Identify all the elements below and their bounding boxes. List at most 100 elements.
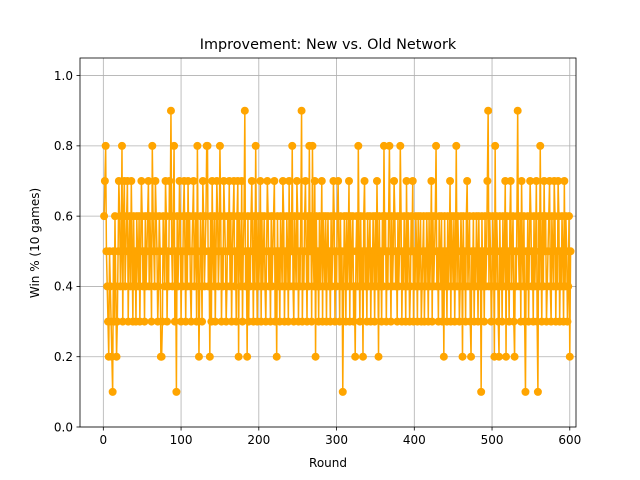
data-point <box>354 141 363 150</box>
data-point <box>203 141 212 150</box>
data-point <box>536 141 545 150</box>
data-point <box>243 352 252 361</box>
data-point <box>502 352 511 361</box>
data-point <box>147 317 156 326</box>
data-point <box>163 317 172 326</box>
y-tick-label: 0.0 <box>54 420 73 434</box>
data-point <box>232 317 241 326</box>
data-point <box>498 317 507 326</box>
x-axis-label: Round <box>309 456 347 470</box>
data-point <box>100 212 109 221</box>
data-point <box>532 177 541 185</box>
data-point <box>172 387 181 396</box>
data-point <box>402 177 411 185</box>
data-point <box>484 106 493 115</box>
x-tick-label: 500 <box>481 433 504 447</box>
data-point <box>521 387 530 396</box>
data-point <box>238 317 247 326</box>
data-point <box>211 317 220 326</box>
data-point <box>510 352 519 361</box>
data-point <box>480 317 489 326</box>
data-point <box>355 317 364 326</box>
data-point <box>428 317 437 326</box>
data-point <box>349 317 358 326</box>
data-point <box>100 177 109 185</box>
data-point <box>506 177 515 185</box>
data-point <box>108 387 117 396</box>
data-point <box>483 177 492 185</box>
data-point <box>427 177 436 185</box>
data-point <box>308 141 317 150</box>
data-point <box>495 352 504 361</box>
data-point <box>194 352 203 361</box>
data-point <box>317 177 326 185</box>
data-point <box>230 282 239 291</box>
data-point <box>311 352 320 361</box>
data-point <box>455 317 464 326</box>
data-point <box>358 352 367 361</box>
data-point <box>127 177 136 185</box>
data-point <box>205 352 214 361</box>
data-point <box>463 177 472 185</box>
data-point <box>256 177 265 185</box>
data-point <box>234 352 243 361</box>
data-point <box>351 352 360 361</box>
data-point <box>240 106 249 115</box>
data-point <box>170 317 179 326</box>
data-point <box>565 352 574 361</box>
data-point <box>237 177 246 185</box>
data-point <box>458 352 467 361</box>
data-point <box>170 141 179 150</box>
data-point <box>372 177 381 185</box>
data-point <box>386 317 395 326</box>
x-tick-label: 300 <box>325 433 348 447</box>
data-point <box>297 106 306 115</box>
data-point <box>526 177 535 185</box>
y-tick-label: 0.8 <box>54 139 73 153</box>
data-point <box>374 352 383 361</box>
data-point <box>151 177 160 185</box>
y-tick-label: 0.4 <box>54 280 73 294</box>
data-point <box>117 141 126 150</box>
data-point <box>439 352 448 361</box>
data-point <box>360 177 369 185</box>
data-point <box>137 177 146 185</box>
data-point <box>334 177 343 185</box>
data-point <box>487 317 496 326</box>
data-point <box>513 106 522 115</box>
y-tick-label: 0.2 <box>54 350 73 364</box>
x-tick-label: 0 <box>100 433 108 447</box>
data-point <box>157 352 166 361</box>
data-point <box>533 387 542 396</box>
data-point <box>408 177 417 185</box>
x-tick-label: 100 <box>170 433 193 447</box>
x-tick-label: 600 <box>558 433 581 447</box>
data-point <box>491 141 500 150</box>
data-point <box>270 177 279 185</box>
data-point <box>370 317 379 326</box>
series-area <box>100 106 575 396</box>
data-point <box>140 317 149 326</box>
data-point <box>385 141 394 150</box>
data-point <box>396 141 405 150</box>
data-point <box>263 177 272 185</box>
data-point <box>474 317 483 326</box>
data-point <box>560 177 569 185</box>
x-tick-label: 200 <box>247 433 270 447</box>
data-point <box>165 177 174 185</box>
data-point <box>566 247 575 256</box>
data-point <box>307 317 316 326</box>
x-tick-label: 400 <box>403 433 426 447</box>
data-point <box>390 177 399 185</box>
data-point <box>278 177 287 185</box>
data-point <box>554 177 563 185</box>
data-point <box>166 106 175 115</box>
data-point <box>272 352 281 361</box>
data-point <box>517 177 526 185</box>
data-point <box>452 141 461 150</box>
data-point <box>212 177 221 185</box>
data-point <box>154 282 163 291</box>
y-tick-label: 0.6 <box>54 209 73 223</box>
